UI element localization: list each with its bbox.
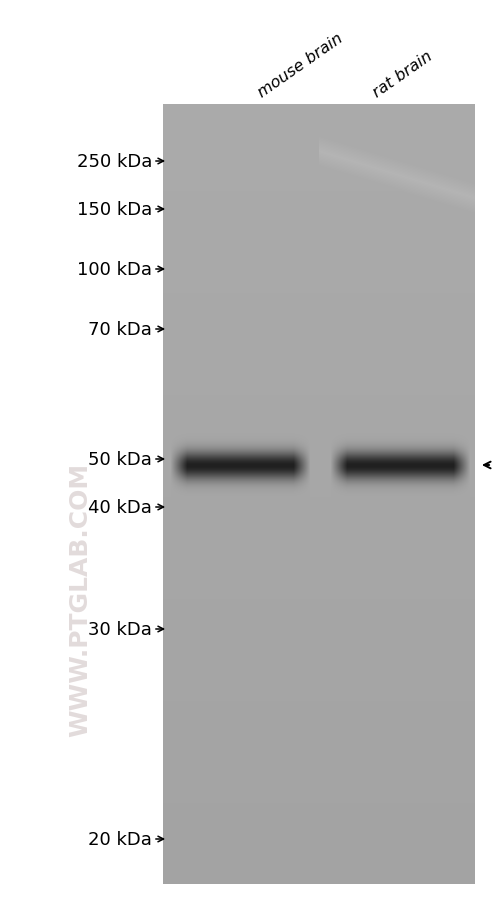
Text: 30 kDa: 30 kDa — [88, 621, 152, 639]
Text: 70 kDa: 70 kDa — [88, 320, 152, 338]
Text: mouse brain: mouse brain — [255, 31, 346, 100]
Text: 100 kDa: 100 kDa — [77, 261, 152, 279]
Text: 250 kDa: 250 kDa — [76, 152, 152, 170]
Text: rat brain: rat brain — [370, 48, 435, 100]
Text: WWW.PTGLAB.COM: WWW.PTGLAB.COM — [68, 463, 92, 736]
Text: 40 kDa: 40 kDa — [88, 499, 152, 517]
Text: 20 kDa: 20 kDa — [88, 830, 152, 848]
Text: 50 kDa: 50 kDa — [88, 450, 152, 468]
Text: 150 kDa: 150 kDa — [77, 201, 152, 219]
